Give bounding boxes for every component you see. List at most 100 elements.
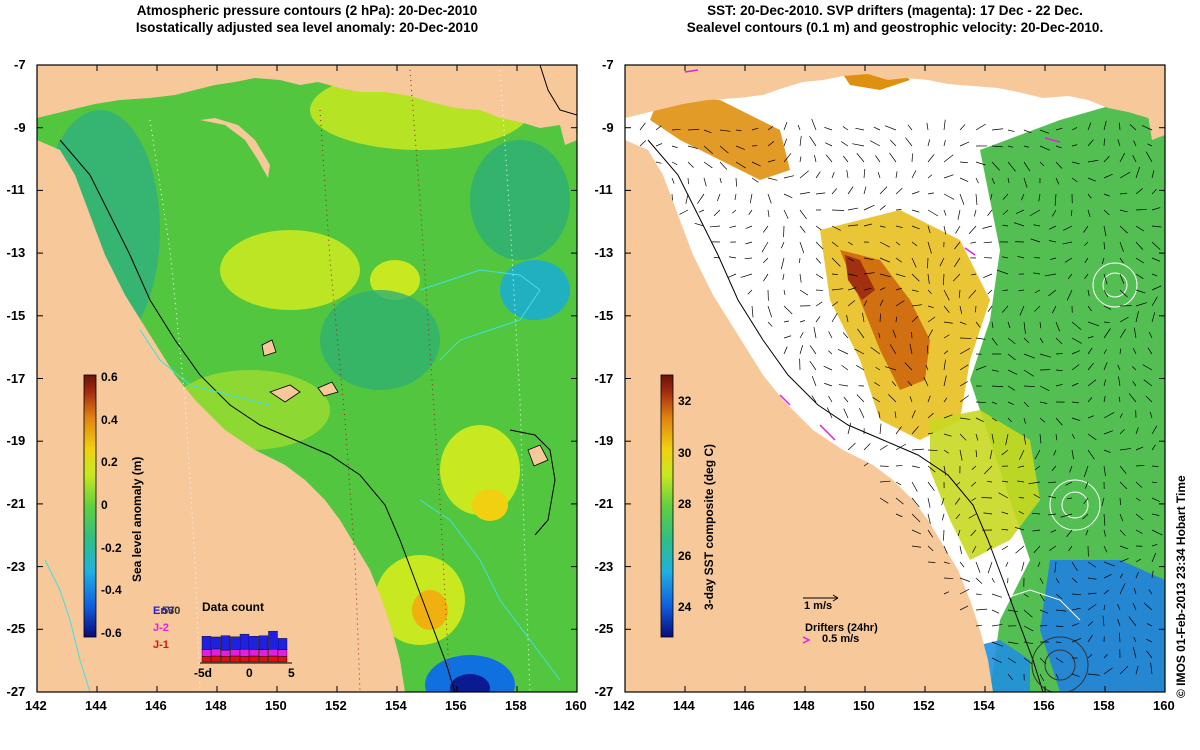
velocity-vector — [846, 314, 849, 323]
velocity-vector — [1103, 209, 1110, 216]
velocity-vector — [1071, 622, 1080, 627]
velocity-vector — [968, 289, 977, 299]
velocity-vector — [941, 497, 945, 506]
sst-patch-blue — [1040, 560, 1165, 692]
velocity-vector — [1055, 577, 1060, 584]
velocity-vector — [875, 366, 881, 371]
velocity-vector — [1082, 513, 1089, 520]
velocity-vector — [811, 375, 817, 387]
velocity-vector — [879, 445, 888, 451]
velocity-vector — [1034, 305, 1041, 312]
velocity-vector — [1007, 337, 1016, 344]
velocity-vector — [1032, 529, 1041, 532]
velocity-vector — [1055, 609, 1067, 612]
velocity-vector — [767, 193, 772, 204]
drifter-track — [684, 69, 699, 73]
velocity-vector — [1002, 193, 1009, 200]
velocity-vector — [847, 273, 858, 277]
velocity-vector — [1149, 411, 1153, 419]
velocity-vector — [1148, 331, 1153, 339]
velocity-vector — [895, 287, 903, 291]
data-count-xtick: 0 — [246, 666, 253, 680]
velocity-vector — [983, 512, 993, 515]
velocity-vector — [1071, 607, 1081, 611]
velocity-vector — [1039, 625, 1048, 627]
velocity-vector — [911, 209, 920, 213]
velocity-vector — [975, 177, 979, 184]
velocity-vector — [975, 161, 986, 166]
velocity-vector — [991, 161, 1000, 171]
velocity-vector — [943, 465, 947, 476]
velocity-vector — [856, 365, 865, 371]
velocity-vector — [991, 433, 995, 444]
velocity-vector — [975, 624, 983, 627]
australia-land — [625, 140, 993, 692]
velocity-vector — [1071, 382, 1079, 387]
velocity-vector — [846, 170, 849, 179]
velocity-vector — [655, 125, 662, 131]
velocity-vector — [809, 345, 817, 355]
velocity-vector — [1052, 305, 1057, 314]
velocity-vector — [799, 320, 806, 323]
velocity-vector — [842, 332, 849, 339]
latitude-tick-label: -17 — [6, 370, 26, 386]
velocity-vector — [1034, 465, 1041, 471]
velocity-vector — [1070, 209, 1073, 216]
right-title-line1: SST: 20-Dec-2010. SVP drifters (magenta)… — [707, 3, 1083, 18]
latitude-tick-label: -21 — [594, 495, 614, 511]
velocity-vector — [1007, 129, 1015, 132]
geostrophic-velocity-vectors — [639, 118, 1163, 682]
velocity-vector — [842, 155, 849, 163]
velocity-vector — [1087, 415, 1094, 419]
velocity-vector — [847, 422, 852, 435]
velocity-vector — [959, 381, 968, 387]
velocity-vector — [783, 346, 788, 355]
velocity-vector — [1023, 145, 1030, 148]
velocity-vector — [703, 129, 712, 134]
longitude-tick-label: 154 — [973, 698, 995, 713]
colorbar-tick-label: 24 — [678, 600, 692, 614]
velocity-vector — [763, 273, 769, 282]
velocity-vector — [927, 412, 934, 419]
velocity-vector — [1128, 616, 1137, 627]
velocity-vector — [955, 481, 961, 486]
velocity-vector — [1128, 393, 1137, 403]
velocity-vector — [751, 161, 761, 167]
velocity-vector — [958, 289, 961, 298]
velocity-vector — [767, 141, 775, 147]
velocity-vector — [957, 209, 961, 220]
velocity-vector — [767, 321, 773, 327]
velocity-vector — [1002, 289, 1009, 291]
velocity-vector — [1038, 193, 1041, 202]
velocity-vector — [1151, 273, 1158, 277]
velocity-vector — [1119, 348, 1122, 355]
velocity-vector — [1119, 429, 1125, 435]
anomaly-patch — [450, 674, 490, 692]
velocity-vector — [1103, 241, 1105, 250]
velocity-vector — [1132, 602, 1137, 611]
velocity-vector — [1048, 289, 1057, 297]
velocity-vector — [783, 335, 792, 339]
velocity-vector — [1151, 529, 1163, 536]
velocity-vector — [991, 624, 1003, 627]
velocity-vector — [1017, 480, 1025, 483]
velocity-vector — [744, 257, 753, 260]
velocity-vector — [1101, 497, 1105, 507]
velocity-vector — [703, 145, 714, 154]
anomaly-patch — [220, 230, 360, 310]
velocity-vector — [815, 241, 824, 250]
velocity-vector — [1083, 465, 1089, 478]
latitude-tick-label: -23 — [6, 558, 26, 574]
sealevel-contour — [1031, 636, 1089, 692]
latitude-tick-label: -25 — [594, 621, 614, 637]
velocity-vector — [1151, 188, 1157, 195]
velocity-vector — [842, 126, 849, 131]
velocity-vector — [1119, 241, 1124, 252]
velocity-vector — [986, 480, 993, 483]
isobath-contour — [539, 65, 577, 116]
velocity-vector — [863, 287, 872, 291]
velocity-vector — [939, 257, 945, 267]
data-count-bar — [277, 656, 288, 663]
data-count-bar — [268, 630, 278, 650]
velocity-vector — [943, 449, 949, 454]
